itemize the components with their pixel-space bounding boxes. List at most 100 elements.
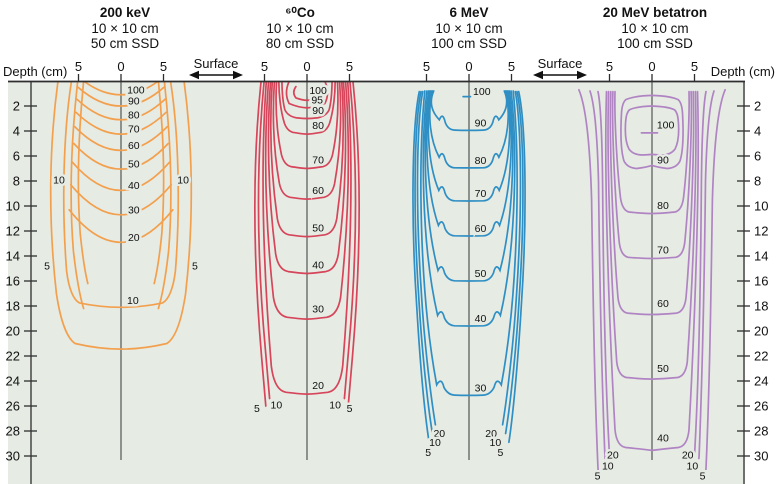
depth-tick-label-left: 16 xyxy=(6,274,20,289)
isodose-label-100: 100 xyxy=(127,84,145,96)
depth-tick-label-left: 26 xyxy=(6,399,20,414)
isodose-curve-40 xyxy=(71,161,171,192)
isodose-curve-5 xyxy=(412,90,430,444)
isodose-label-10: 10 xyxy=(177,174,189,186)
isodose-curve-95 xyxy=(285,82,329,109)
isodose-label-40: 40 xyxy=(128,180,140,192)
isodose-label-60: 60 xyxy=(128,140,140,152)
surface-tick-label: 5 xyxy=(423,59,430,74)
depth-tick-label-left: 22 xyxy=(6,349,20,364)
isodose-curve-edge-ray-inner xyxy=(77,82,89,285)
isodose-curve-70 xyxy=(275,82,339,170)
depth-tick-label-left: 8 xyxy=(13,174,20,189)
isodose-curve-5 xyxy=(253,82,267,407)
isodose-curve-70 xyxy=(427,90,511,202)
depth-tick-label-right: 2 xyxy=(754,99,761,114)
depth-tick-label-right: 12 xyxy=(754,224,768,239)
isodose-curves-panel-1 xyxy=(49,82,193,350)
isodose-curve-20 xyxy=(262,82,352,395)
panel-3-ssd: 100 cm SSD xyxy=(431,36,507,51)
surface-arrowhead-left-a xyxy=(189,70,199,80)
isodose-label-40: 40 xyxy=(475,313,487,325)
panel-1-ssd: 50 cm SSD xyxy=(91,36,160,51)
isodose-curve-10 xyxy=(589,90,606,460)
panel-1-field-size: 10 × 10 cm xyxy=(91,21,158,36)
surface-label-left: Surface xyxy=(194,56,239,71)
isodose-curve-10 xyxy=(257,82,271,400)
isodose-label-20: 20 xyxy=(433,428,445,440)
isodose-label-5: 5 xyxy=(192,261,198,273)
depth-axis-title-right: Depth (cm) xyxy=(711,64,775,79)
isodose-curve-10 xyxy=(343,82,357,400)
depth-tick-label-left: 30 xyxy=(6,449,20,464)
isodose-label-40: 40 xyxy=(312,259,324,271)
surface-tick-label: 0 xyxy=(648,59,655,74)
isodose-curve-5 xyxy=(347,82,361,407)
isodose-label-30: 30 xyxy=(128,204,140,216)
isodose-curve-edge-ray-outer xyxy=(157,82,172,310)
isodose-label-80: 80 xyxy=(128,109,140,121)
depth-tick-label-right: 10 xyxy=(754,199,768,214)
isodose-curve-5 xyxy=(578,88,600,475)
isodose-label-50: 50 xyxy=(128,159,140,171)
depth-tick-label-left: 12 xyxy=(6,224,20,239)
depth-tick-label-right: 8 xyxy=(754,174,761,189)
isodose-label-100: 100 xyxy=(657,119,675,131)
surface-tick-label: 5 xyxy=(75,59,82,74)
isodose-label-5: 5 xyxy=(700,471,706,483)
isodose-curve-20 xyxy=(597,90,611,455)
isodose-label-50: 50 xyxy=(475,268,487,280)
isodose-curve-60 xyxy=(425,90,513,237)
isodose-curve-10 xyxy=(414,90,434,435)
isodose-curve-30 xyxy=(264,82,350,320)
isodose-label-10: 10 xyxy=(687,461,699,473)
isodose-curve-20 xyxy=(68,208,174,243)
isodose-curve-100 xyxy=(624,105,680,156)
depth-tick-label-left: 10 xyxy=(6,199,20,214)
isodose-curve-40 xyxy=(422,90,516,327)
isodose-label-90: 90 xyxy=(128,96,140,108)
isodose-label-5: 5 xyxy=(347,403,353,415)
panel-2-beam-title: ⁶⁰Co xyxy=(285,5,315,20)
depth-tick-label-right: 26 xyxy=(754,399,768,414)
isodose-curve-90 xyxy=(620,94,684,170)
depth-tick-label-right: 20 xyxy=(754,324,768,339)
isodose-curve-80 xyxy=(428,90,510,169)
isodose-label-30: 30 xyxy=(475,383,487,395)
isodose-label-5: 5 xyxy=(254,403,260,415)
isodose-curve-edge-ray-inner xyxy=(153,82,165,285)
isodose-curve-50 xyxy=(269,82,345,238)
surface-label-right: Surface xyxy=(538,56,583,71)
depth-tick-label-right: 28 xyxy=(754,424,768,439)
panel-3-beam-title: 6 MeV xyxy=(449,5,488,20)
panel-2-ssd: 80 cm SSD xyxy=(266,36,335,51)
depth-tick-label-right: 14 xyxy=(754,249,768,264)
surface-arrowhead-right-b xyxy=(577,70,587,80)
isodose-curve-40 xyxy=(604,90,700,452)
depth-tick-label-left: 6 xyxy=(13,149,20,164)
surface-tick-label: 0 xyxy=(303,59,310,74)
isodose-label-10: 10 xyxy=(127,295,139,307)
isodose-curve-20 xyxy=(501,90,522,426)
isodose-curve-60 xyxy=(609,90,695,316)
isodose-label-10: 10 xyxy=(490,437,502,449)
surface-tick-label: 5 xyxy=(691,59,698,74)
isodose-curve-10 xyxy=(62,82,180,309)
panel-1-beam-title: 200 keV xyxy=(100,5,150,20)
surface-annotation-left: Surface xyxy=(189,56,243,80)
panel-4-beam-title: 20 MeV betatron xyxy=(603,5,707,20)
isodose-curve-50 xyxy=(607,90,697,380)
depth-tick-label-right: 16 xyxy=(754,274,768,289)
depth-tick-label-right: 24 xyxy=(754,374,768,389)
isodose-curve-50 xyxy=(424,90,514,282)
isodose-label-70: 70 xyxy=(657,244,669,256)
panel-headers: 200 keV 10 × 10 cm 50 cm SSD ⁶⁰Co 10 × 1… xyxy=(91,5,707,51)
depth-tick-label-left: 14 xyxy=(6,249,20,264)
panel-4-ssd: 100 cm SSD xyxy=(617,36,693,51)
isodose-label-60: 60 xyxy=(475,223,487,235)
isodose-curve-10 xyxy=(504,90,524,435)
isodose-curve-70 xyxy=(75,111,167,135)
surface-arrowhead-right-a xyxy=(533,70,543,80)
isodose-curves-panel-4 xyxy=(578,88,726,475)
